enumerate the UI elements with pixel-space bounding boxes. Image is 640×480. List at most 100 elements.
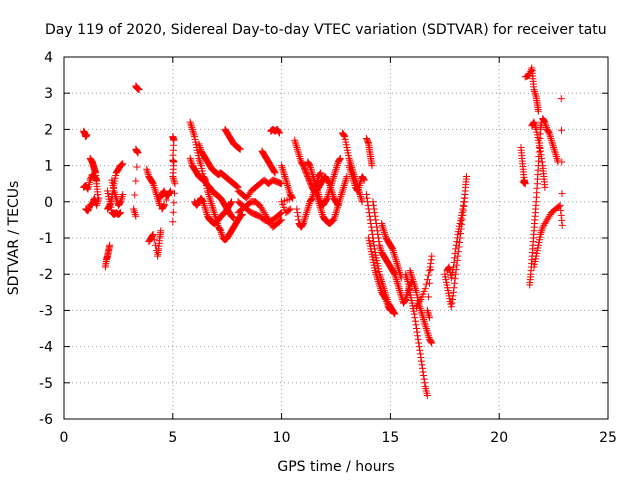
data-point — [117, 209, 125, 217]
data-point — [427, 337, 435, 345]
data-point — [395, 265, 403, 273]
data-point — [411, 314, 419, 322]
data-point — [131, 191, 139, 199]
data-point — [390, 268, 398, 276]
data-point — [169, 218, 177, 226]
data-point — [418, 312, 426, 320]
data-point — [115, 200, 123, 208]
data-point — [357, 194, 365, 202]
y-tick-label: -2 — [39, 267, 53, 283]
data-point — [372, 216, 380, 224]
data-point — [302, 212, 310, 220]
series-d6 — [345, 162, 368, 195]
data-point — [202, 207, 210, 215]
data-point — [451, 249, 459, 257]
data-point — [413, 325, 421, 332]
data-point — [531, 87, 539, 95]
data-point — [395, 267, 403, 275]
plot-frame — [63, 56, 609, 420]
data-point — [278, 163, 286, 171]
data-point — [426, 267, 434, 275]
data-point — [372, 270, 380, 278]
data-point — [169, 172, 177, 180]
data-point — [346, 165, 354, 173]
data-point — [152, 189, 160, 197]
data-point — [539, 223, 547, 231]
data-point — [407, 268, 415, 276]
data-point — [282, 178, 290, 186]
data-point — [532, 91, 540, 99]
data-point — [132, 177, 140, 185]
data-point — [347, 169, 355, 177]
data-point — [410, 310, 418, 318]
data-point — [553, 154, 561, 162]
data-point — [296, 154, 304, 162]
data-point — [379, 225, 387, 233]
data-point — [557, 95, 565, 103]
data-point — [452, 241, 460, 249]
data-point — [311, 178, 319, 186]
data-point — [411, 317, 419, 325]
data-point — [196, 144, 204, 151]
data-point — [531, 89, 539, 97]
data-point — [373, 274, 381, 282]
data-point — [392, 258, 400, 266]
data-point — [541, 183, 549, 191]
data-point — [195, 140, 203, 148]
data-point — [381, 230, 389, 238]
data-point — [206, 194, 214, 202]
data-point — [169, 208, 177, 216]
data-point — [294, 212, 302, 220]
data-point — [420, 317, 428, 325]
data-point — [170, 176, 178, 184]
data-point — [391, 310, 399, 318]
data-point — [537, 147, 545, 155]
data-point — [360, 176, 368, 184]
data-point — [280, 169, 288, 177]
data-point — [228, 198, 236, 206]
data-point — [390, 308, 398, 316]
data-point — [347, 160, 355, 168]
data-point — [537, 229, 545, 237]
data-point — [197, 160, 205, 168]
data-point — [331, 167, 339, 175]
data-point — [340, 131, 348, 139]
y-tick-label: 3 — [44, 86, 53, 102]
data-point — [356, 180, 364, 188]
data-point — [307, 165, 315, 173]
data-point — [299, 220, 307, 228]
chart-title: Day 119 of 2020, Sidereal Day-to-day VTE… — [45, 22, 607, 38]
data-point — [458, 216, 466, 224]
data-point — [551, 149, 559, 157]
data-point — [328, 189, 336, 197]
series-d3 — [304, 154, 344, 209]
data-point — [205, 192, 213, 200]
y-tick-label: -1 — [39, 231, 53, 247]
data-point — [166, 188, 174, 196]
data-point — [330, 216, 338, 224]
data-point — [308, 169, 316, 177]
data-point — [298, 160, 306, 168]
data-point — [417, 357, 425, 365]
data-point — [444, 265, 452, 273]
data-point — [117, 198, 125, 206]
data-point — [416, 350, 424, 358]
data-point — [150, 183, 158, 191]
data-point — [347, 167, 355, 175]
data-point — [393, 277, 401, 285]
series-b3 — [156, 187, 175, 213]
data-point — [94, 198, 102, 206]
data-point — [317, 169, 325, 177]
data-point — [275, 129, 283, 137]
data-point — [291, 138, 299, 146]
series-c8 — [234, 198, 286, 226]
data-point — [445, 264, 453, 272]
data-point — [427, 259, 435, 267]
data-point — [451, 275, 459, 283]
data-point — [362, 191, 370, 199]
data-point — [217, 229, 225, 237]
data-point — [421, 319, 429, 327]
data-point — [450, 263, 458, 271]
